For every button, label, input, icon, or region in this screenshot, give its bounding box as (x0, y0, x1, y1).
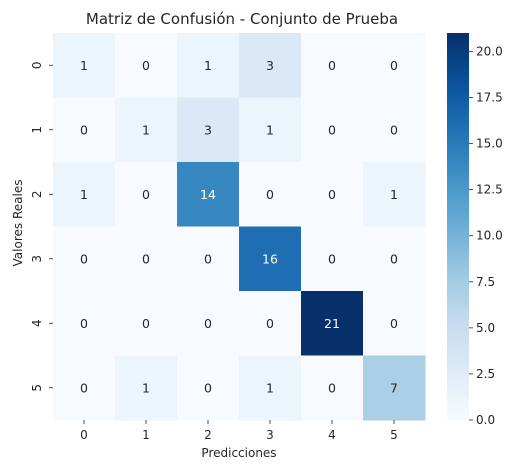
colorbar-tick-label-3: 7.5 (476, 275, 495, 289)
cell-value-r1-c2: 3 (204, 122, 212, 137)
y-tick-label-4: 4 (30, 319, 44, 327)
colorbar-tick-label-2: 5.0 (476, 321, 495, 335)
colorbar-tick-label-0: 0.0 (476, 413, 495, 427)
cell-value-r1-c4: 0 (328, 122, 336, 137)
cell-value-r2-c0: 1 (80, 187, 88, 202)
y-tick-label-1: 1 (30, 126, 44, 134)
cell-value-r2-c1: 0 (142, 187, 150, 202)
colorbar-tick-label-8: 20.0 (476, 44, 503, 58)
colorbar (447, 33, 469, 420)
heatmap-cells (53, 33, 426, 421)
cell-value-r2-c2: 14 (200, 187, 216, 202)
cell-value-r0-c3: 3 (266, 58, 274, 73)
y-tick-label-0: 0 (30, 61, 44, 69)
cell-value-r3-c0: 0 (80, 251, 88, 266)
cell-value-r5-c2: 0 (204, 380, 212, 395)
cell-value-r5-c5: 7 (390, 380, 398, 395)
cell-value-r4-c2: 0 (204, 316, 212, 331)
cell-value-r0-c5: 0 (390, 58, 398, 73)
cell-value-r2-c4: 0 (328, 187, 336, 202)
cell-value-r5-c1: 1 (142, 380, 150, 395)
cell-value-r3-c3: 16 (262, 251, 278, 266)
cell-value-r3-c1: 0 (142, 251, 150, 266)
cell-value-r0-c0: 1 (80, 58, 88, 73)
cell-value-r1-c0: 0 (80, 122, 88, 137)
x-tick-label-4: 4 (328, 428, 336, 442)
colorbar-tick-label-6: 15.0 (476, 137, 503, 151)
cell-value-r3-c5: 0 (390, 251, 398, 266)
colorbar-tick-label-5: 12.5 (476, 183, 503, 197)
y-tick-label-3: 3 (30, 255, 44, 263)
cell-value-r4-c4: 21 (324, 316, 340, 331)
cell-value-r1-c5: 0 (390, 122, 398, 137)
x-tick-label-1: 1 (142, 428, 150, 442)
cell-value-r1-c3: 1 (266, 122, 274, 137)
cell-value-r3-c2: 0 (204, 251, 212, 266)
x-axis-label: Predicciones (201, 446, 276, 460)
chart-title: Matriz de Confusión - Conjunto de Prueba (86, 10, 398, 28)
x-axis-ticks: 0 1 2 3 4 5 (80, 420, 398, 442)
cell-value-r5-c3: 1 (266, 380, 274, 395)
y-axis-label: Valores Reales (11, 180, 25, 267)
y-tick-label-5: 5 (30, 384, 44, 392)
x-tick-label-3: 3 (266, 428, 274, 442)
cell-value-r4-c1: 0 (142, 316, 150, 331)
cell-value-r1-c1: 1 (142, 122, 150, 137)
y-axis-ticks: 0 1 2 3 4 5 (30, 61, 53, 391)
cell-value-r0-c2: 1 (204, 58, 212, 73)
cell-value-r5-c0: 0 (80, 380, 88, 395)
cell-value-r4-c3: 0 (266, 316, 274, 331)
x-tick-label-2: 2 (204, 428, 212, 442)
colorbar-tick-label-4: 10.0 (476, 229, 503, 243)
cell-value-r0-c1: 0 (142, 58, 150, 73)
y-tick-label-2: 2 (30, 190, 44, 198)
cell-value-r5-c4: 0 (328, 380, 336, 395)
x-tick-label-0: 0 (80, 428, 88, 442)
colorbar-tick-label-7: 17.5 (476, 91, 503, 105)
cell-value-r4-c0: 0 (80, 316, 88, 331)
cell-value-r2-c3: 0 (266, 187, 274, 202)
cell-value-r2-c5: 1 (390, 187, 398, 202)
cell-value-r4-c5: 0 (390, 316, 398, 331)
colorbar-ticks: 0.0 2.5 5.0 7.5 10.0 12.5 15.0 17.5 20.0 (469, 44, 503, 427)
x-tick-label-5: 5 (390, 428, 398, 442)
cell-value-r0-c4: 0 (328, 58, 336, 73)
colorbar-tick-label-1: 2.5 (476, 367, 495, 381)
cell-value-r3-c4: 0 (328, 251, 336, 266)
